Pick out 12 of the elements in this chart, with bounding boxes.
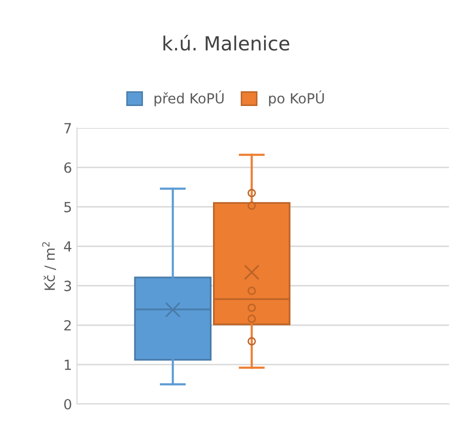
y-tick-label: 2 — [64, 320, 71, 330]
y-tick-label: 1 — [64, 360, 71, 370]
legend-label: po KoPÚ — [269, 90, 324, 106]
y-tick-label: 6 — [64, 162, 72, 173]
chart-title: k.ú. Malenice — [163, 34, 290, 51]
y-tick-label: 3 — [64, 280, 72, 292]
y-axis-title: Kč / m$^{2}$ — [42, 242, 56, 290]
y-tick-label: 7 — [64, 123, 71, 134]
y-tick-label: 5 — [64, 202, 71, 212]
legend-label: před KoPÚ — [154, 90, 224, 106]
y-tick-label: 0 — [64, 398, 72, 410]
y-tick-label: 4 — [64, 241, 72, 252]
